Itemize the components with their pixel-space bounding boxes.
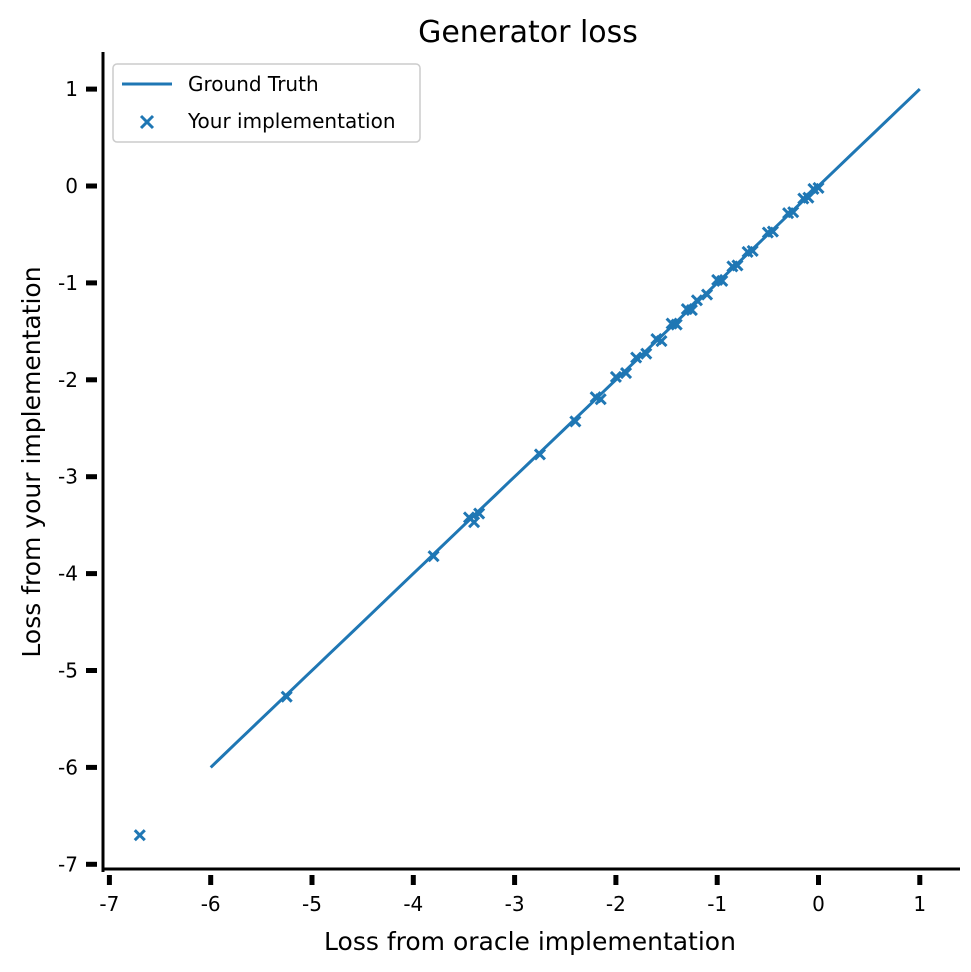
data-point-your-implementation [280,690,293,703]
data-point-your-implementation [619,366,633,380]
legend-box [112,63,421,143]
x-tick-label: -2 [606,892,626,916]
data-point-your-implementation [655,334,668,348]
data-point-your-implementation [468,516,481,529]
data-point-your-implementation [640,347,653,360]
x-tick-label: -6 [201,892,221,916]
data-point-your-implementation [427,550,440,563]
y-axis-label: Loss from your implementation [17,266,46,657]
data-point-your-implementation [609,370,622,383]
data-point-your-implementation [766,225,779,238]
y-axis-ticks: 1 0 -1 -2 -3 -4 -5 -6 -7 [58,77,97,876]
data-point-your-implementation [594,393,607,406]
data-point-your-implementation [812,181,825,194]
legend-item-your-implementation: Your implementation [187,109,396,133]
y-tick-label: -2 [58,368,78,392]
x-tick-label: 1 [913,892,926,916]
data-point-your-implementation [133,829,146,842]
y-tick-label: 0 [65,174,78,198]
data-point-your-implementation [533,448,546,461]
data-point-your-implementation [731,259,744,272]
data-point-your-implementation [787,206,800,219]
data-point-your-implementation [701,288,714,301]
y-tick-label: -1 [58,271,78,295]
data-point-your-implementation [473,507,486,520]
axes-spines [101,52,960,872]
x-tick-label: 0 [812,892,825,916]
x-tick-label: -4 [403,892,423,916]
data-point-your-implementation [569,415,582,428]
y-tick-label: -5 [58,659,78,683]
data-point-your-implementation [690,294,704,307]
data-point-your-implementation [802,191,815,204]
legend-item-ground-truth: Ground Truth [188,72,319,96]
data-point-your-implementation [746,244,759,257]
data-point-your-implementation [630,351,643,364]
y-tick-label: -4 [58,562,78,586]
y-tick-label: -3 [58,465,78,489]
x-tick-label: -7 [99,892,119,916]
x-tick-label: -3 [505,892,525,916]
legend-x-marker-swatch [139,114,155,130]
legend: Ground Truth Your implementation [112,63,421,143]
data-point-your-implementation [670,318,683,331]
data-point-your-implementation [716,274,729,288]
y-tick-label: -6 [58,755,78,779]
x-tick-label: -5 [302,892,322,916]
series-layer [133,88,921,842]
data-point-your-implementation [685,303,698,317]
x-axis-label: Loss from oracle implementation [324,927,736,956]
x-tick-label: -1 [707,892,727,916]
y-tick-label: 1 [65,77,78,101]
chart-title: Generator loss [418,15,638,50]
y-tick-label: -7 [58,852,78,876]
x-axis-ticks: -7 -6 -5 -4 -3 -2 -1 0 1 [99,875,926,916]
